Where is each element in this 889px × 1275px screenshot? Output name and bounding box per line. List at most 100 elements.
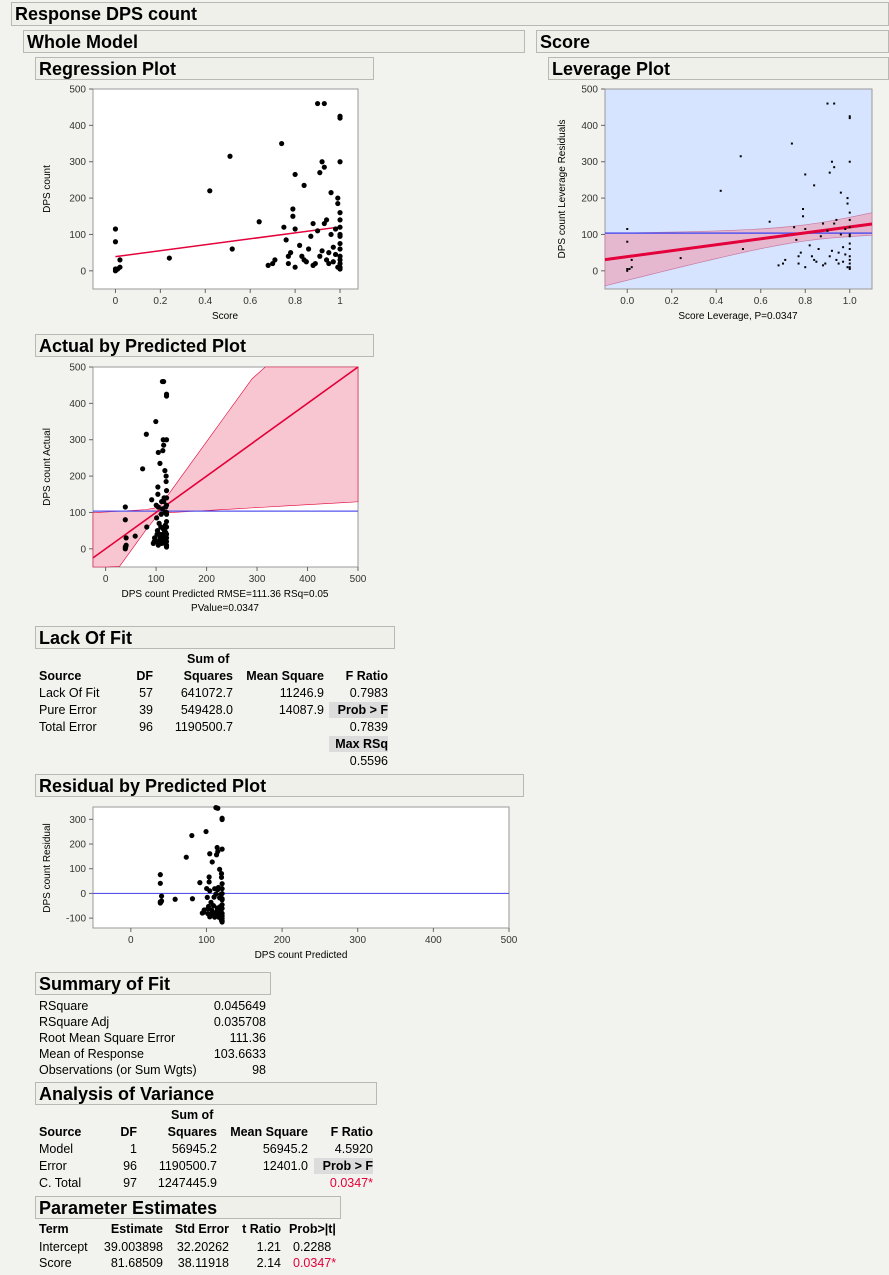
residual-point (210, 902, 217, 909)
lof-row-f: 0.7839 (349, 720, 388, 734)
regression-point (328, 231, 334, 238)
anova-header[interactable]: Analysis of Variance (35, 1082, 377, 1105)
lof-row-df: 96 (139, 720, 153, 734)
regression-fit-line (115, 226, 341, 258)
regression-point (305, 246, 312, 252)
actual-predicted-point (149, 497, 155, 503)
leverage-ytick-label: 400 (581, 121, 598, 132)
summary-label: Mean of Response (39, 1047, 144, 1061)
actual-predicted-point (160, 448, 166, 454)
residual-point (215, 848, 221, 855)
actual-predicted-point (161, 442, 167, 448)
leverage-point (842, 260, 845, 263)
actual-predicted-point (132, 533, 138, 539)
leverage-ytick-label: 300 (581, 157, 598, 168)
regression-ytick-label: 300 (69, 157, 86, 168)
leverage-ylabel: DPS count Leverage Residuals (557, 120, 568, 259)
score-header[interactable]: Score (536, 30, 889, 53)
leverage-point (790, 142, 793, 145)
leverage-point (679, 257, 682, 260)
residual-axes: 0 100 200 300 400 500 -100 0 100 200 300 (66, 815, 518, 946)
regression-plot-header[interactable]: Regression Plot (35, 57, 374, 80)
leverage-point (630, 266, 633, 269)
lof-row-f: 0.7983 (349, 686, 388, 700)
lof-h-source: Source (39, 669, 82, 683)
regression-point (337, 257, 343, 263)
actual-predicted-point (123, 542, 129, 548)
residual-point (219, 890, 225, 897)
actual-predicted-confidence-band (92, 366, 359, 568)
residual-plot[interactable]: 0 100 200 300 400 500 -100 0 100 200 300 DPS count… (42, 805, 518, 961)
leverage-point (848, 115, 851, 118)
summary-value: 0.045649 (213, 999, 266, 1013)
residual-point (204, 894, 210, 901)
regression-point (290, 206, 296, 212)
actual-predicted-ytick-label: 300 (69, 435, 86, 446)
regression-point (326, 260, 332, 267)
leverage-point (626, 268, 629, 270)
residual-xlabel: DPS count Predicted (255, 950, 348, 961)
regression-point (337, 240, 343, 247)
leverage-point (848, 226, 851, 229)
anova-table: Sum of Source DF Squares Mean Square F R… (37, 1107, 377, 1193)
leverage-plot-header[interactable]: Leverage Plot (548, 57, 889, 80)
anova-row-ss: 56945.2 (171, 1142, 217, 1156)
lack-of-fit-table: Sum of Source DF Squares Mean Square F R… (37, 651, 393, 771)
summary-label: Root Mean Square Error (39, 1031, 176, 1045)
residual-xtick-label: 300 (349, 935, 366, 946)
residual-point (197, 880, 203, 886)
lof-row-ss: 1190500.7 (174, 720, 233, 734)
parameter-estimates-header[interactable]: Parameter Estimates (35, 1196, 341, 1219)
leverage-xtick-label: 0.2 (665, 296, 679, 307)
summary-of-fit-header[interactable]: Summary of Fit (35, 972, 271, 995)
leverage-point (848, 218, 851, 221)
summary-of-fit-table: RSquare 0.045649 RSquare Adj 0.035708 Ro… (37, 998, 269, 1080)
leverage-point (741, 248, 744, 250)
actual-predicted-fit-line (92, 366, 359, 559)
lof-row-source: Total Error (39, 720, 97, 734)
anova-row-source: Error (39, 1159, 67, 1173)
whole-model-header[interactable]: Whole Model (23, 30, 525, 53)
leverage-point (844, 253, 847, 256)
leverage-plot[interactable]: 0.0 0.2 0.4 0.6 0.8 1.0 0 100 200 300 400 500 Score… (557, 85, 873, 323)
residual-point (218, 874, 225, 880)
actual-predicted-point (153, 418, 159, 425)
regression-plot[interactable]: 0 0.2 0.4 0.6 0.8 1 0 100 200 300 400 500 Score DPS… (42, 85, 359, 323)
residual-point (219, 886, 225, 892)
regression-point (337, 159, 343, 165)
residual-plot-area[interactable] (92, 806, 510, 929)
lof-row-ss: 549428.0 (180, 703, 233, 717)
regression-point (337, 246, 343, 252)
regression-point (297, 242, 303, 248)
lack-of-fit-header[interactable]: Lack Of Fit (35, 626, 395, 649)
regression-plot-area[interactable] (92, 88, 359, 290)
leverage-point (810, 255, 813, 258)
regression-point (337, 210, 343, 216)
residual-point (213, 891, 219, 897)
actual-predicted-xtick-label: 500 (350, 574, 367, 585)
anova-row-ss: 1247445.9 (157, 1176, 217, 1190)
actual-predicted-ytick-label: 100 (69, 508, 86, 519)
residual-plot-header[interactable]: Residual by Predicted Plot (35, 774, 524, 797)
actual-predicted-plot[interactable]: 0 100 200 300 400 500 0 100 200 300 400 500 DPS cou… (42, 363, 367, 615)
leverage-point (802, 208, 805, 210)
lof-row-ms: 14087.9 (278, 703, 324, 717)
regression-ylabel: DPS count (42, 165, 53, 213)
leverage-point (848, 242, 851, 245)
leverage-ytick-label: 100 (581, 230, 598, 241)
leverage-point (817, 248, 820, 250)
residual-point (219, 919, 225, 925)
window-title[interactable]: Response DPS count (11, 2, 889, 26)
regression-point (279, 140, 285, 147)
regression-point (332, 226, 339, 232)
residual-point (209, 859, 215, 865)
regression-point (227, 153, 233, 159)
anova-row-df: 96 (123, 1159, 137, 1173)
anova-row-source: C. Total (39, 1176, 82, 1190)
pe-row-term: Score (39, 1256, 72, 1270)
regression-ytick-label: 100 (69, 230, 86, 241)
actual-predicted-header[interactable]: Actual by Predicted Plot (35, 334, 374, 357)
regression-point (337, 233, 343, 239)
leverage-point (848, 117, 851, 120)
leverage-point (848, 255, 851, 258)
